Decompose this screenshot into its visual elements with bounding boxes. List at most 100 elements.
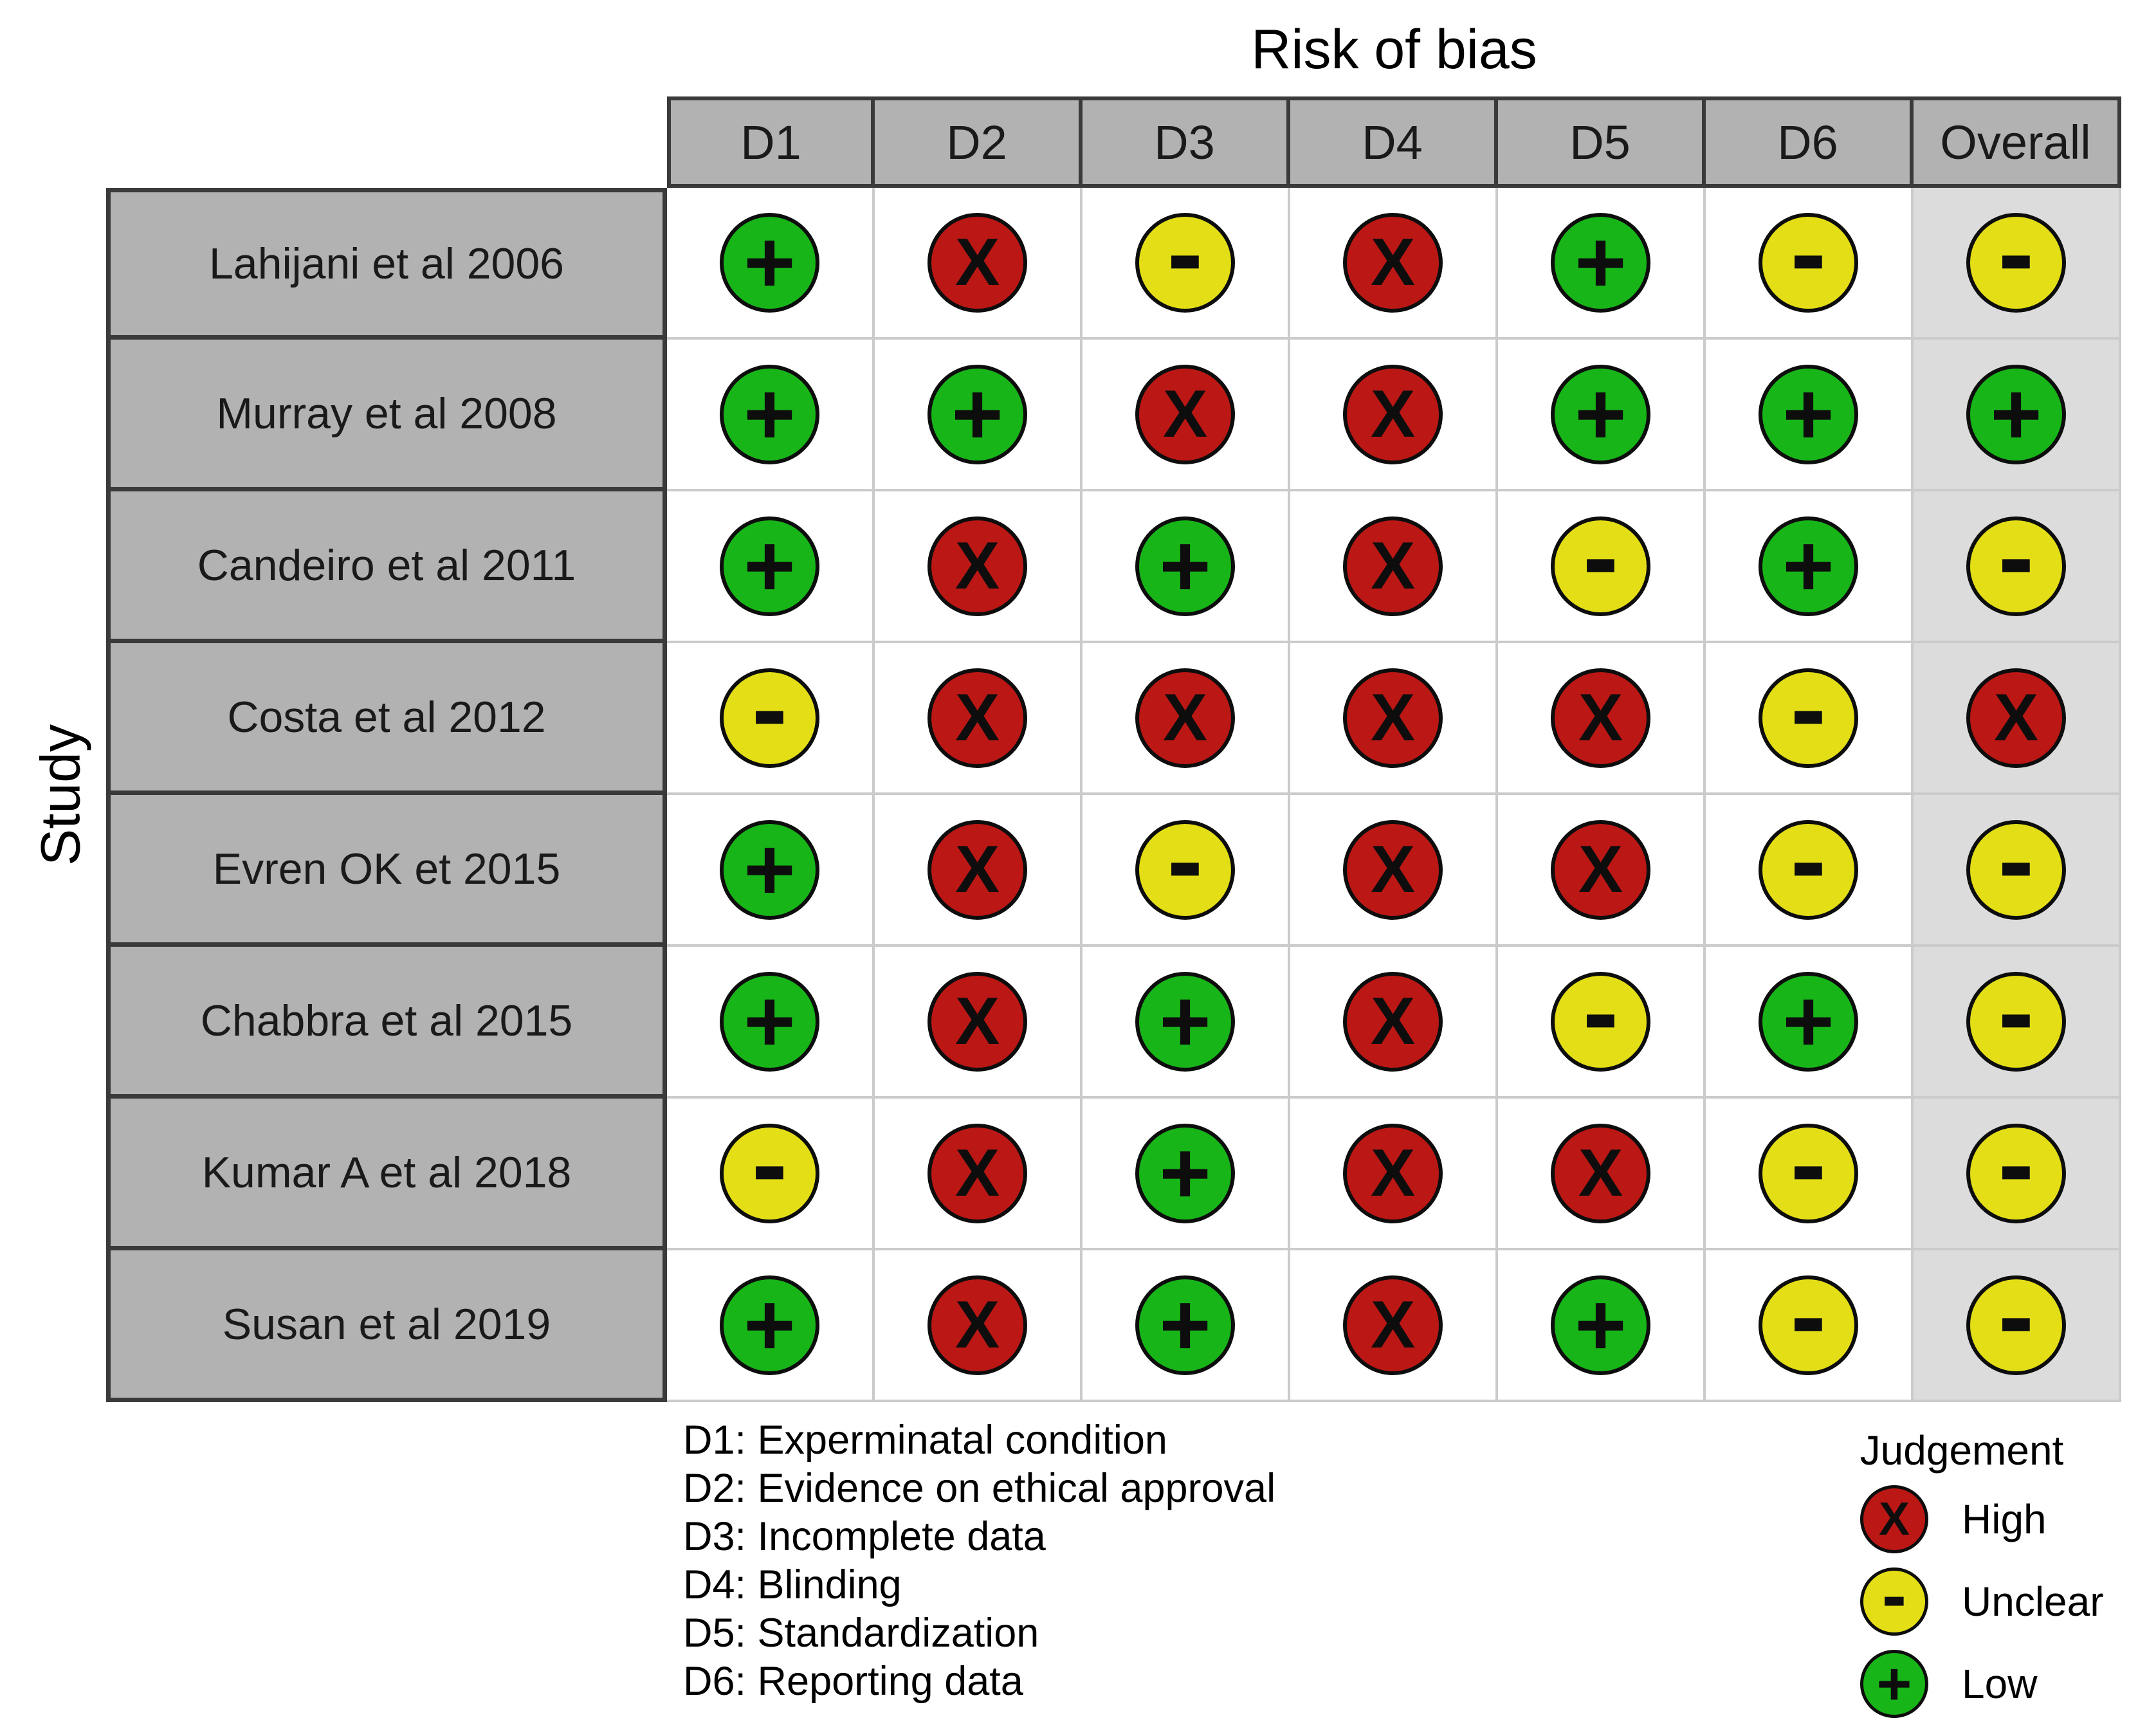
unclear-risk-circle: - [1759,1110,1858,1223]
high-symbol-icon: X [1370,377,1416,452]
judgement-cell: + [667,1250,875,1402]
study-label: Chabbra et al 2015 [106,947,667,1099]
low-risk-circle: + [1551,1275,1650,1375]
judgement-cell: X [1498,1099,1706,1250]
legend-item-label: Unclear [1962,1578,2104,1625]
high-symbol-icon: X [1370,529,1416,603]
judgement-cell: + [1498,1250,1706,1402]
high-symbol-icon: X [955,1136,1000,1211]
judgement-cell: + [667,188,875,340]
judgement-cell: - [667,643,875,795]
judgement-cell: - [1083,188,1290,340]
judgement-cell: + [667,491,875,643]
high-risk-circle: X [1343,364,1443,464]
high-symbol-icon: X [955,225,1000,300]
judgement-cell: - [1914,1099,2121,1250]
judgement-cell: - [1914,491,2121,643]
study-label: Evren OK et 2015 [106,795,667,947]
high-risk-circle: X [1135,668,1235,768]
judgement-cell: + [1706,947,1914,1099]
high-symbol-icon: X [955,1288,1000,1362]
high-symbol-icon: X [955,529,1000,603]
low-risk-circle: + [720,212,819,313]
study-axis-label: Study [30,724,92,866]
unclear-risk-circle: - [1966,806,2066,920]
low-symbol-icon: + [1159,1275,1211,1375]
unclear-risk-circle: - [1759,654,1858,768]
unclear-symbol-icon: - [751,647,788,769]
judgement-cell: + [667,795,875,947]
unclear-symbol-icon: - [1881,1553,1907,1637]
domain-footnotes: D1: Experminatal condition D2: Evidence o… [683,1416,1275,1706]
judgement-cell: + [1083,491,1290,643]
low-risk-circle: + [1860,1650,1928,1718]
unclear-risk-circle: - [1966,1110,2066,1223]
low-risk-circle: + [1759,971,1858,1072]
low-symbol-icon: + [744,213,796,312]
high-symbol-icon: X [1578,832,1623,907]
low-risk-circle: + [720,971,819,1072]
judgement-cell: X [875,643,1083,795]
low-symbol-icon: + [1990,365,2042,464]
table-corner-spacer [106,96,667,188]
high-symbol-icon: X [1578,1136,1623,1211]
risk-of-bias-table: D1 D2 D3 D4 D5 D6 Overall Lahijani et al 2006 + X… [106,96,2121,1402]
high-risk-circle: X [1860,1485,1928,1553]
low-symbol-icon: + [1876,1650,1912,1717]
column-header-d5: D5 [1498,96,1706,188]
unclear-risk-circle: - [720,654,819,768]
high-symbol-icon: X [1370,832,1416,907]
judgement-cell: + [1706,340,1914,491]
study-label: Candeiro et al 2011 [106,491,667,643]
judgement-legend: Judgement X High - Unclear + Low [1782,1423,2129,1725]
low-risk-circle: + [1135,1275,1235,1375]
judgement-cell: - [1498,491,1706,643]
low-symbol-icon: + [744,516,796,616]
high-risk-circle: X [927,1275,1027,1375]
judgement-cell: + [875,340,1083,491]
study-label: Kumar A et al 2018 [106,1099,667,1250]
unclear-symbol-icon: - [1998,192,2034,313]
high-symbol-icon: X [1878,1494,1910,1545]
study-label: Susan et al 2019 [106,1250,667,1402]
unclear-risk-circle: - [1966,958,2066,1072]
unclear-symbol-icon: - [1790,1254,1827,1376]
judgement-cell: - [1083,795,1290,947]
judgement-cell: X [1290,1250,1498,1402]
low-symbol-icon: + [744,972,796,1071]
domain-footnote-line: D4: Blinding [683,1562,902,1607]
high-symbol-icon: X [1370,681,1416,755]
judgement-cell: X [1914,643,2121,795]
unclear-risk-circle: - [1135,806,1235,920]
high-risk-circle: X [1966,668,2066,768]
unclear-risk-circle: - [1966,199,2066,313]
low-risk-circle: + [1759,516,1858,616]
high-risk-circle: X [1343,819,1443,920]
high-risk-circle: X [927,819,1027,920]
judgement-cell: - [1706,1250,1914,1402]
judgement-cell: + [1083,1099,1290,1250]
legend-item-low: + Low [1782,1643,2129,1725]
unclear-symbol-icon: - [1790,647,1827,769]
column-header-overall: Overall [1914,96,2121,188]
judgement-cell: X [875,1099,1083,1250]
judgement-cell: X [875,1250,1083,1402]
legend-item-label: High [1962,1496,2047,1542]
low-risk-circle: + [1551,364,1650,464]
judgement-cell: - [1914,795,2121,947]
low-symbol-icon: + [1159,516,1211,616]
unclear-risk-circle: - [1966,1261,2066,1375]
study-label: Lahijani et al 2006 [106,188,667,340]
unclear-symbol-icon: - [1790,192,1827,313]
low-risk-circle: + [1135,1123,1235,1223]
high-risk-circle: X [927,516,1027,616]
unclear-risk-circle: - [1551,958,1650,1072]
high-symbol-icon: X [955,832,1000,907]
low-risk-circle: + [1759,364,1858,464]
high-symbol-icon: X [1162,377,1208,452]
judgement-cell: - [1914,1250,2121,1402]
high-risk-circle: X [1343,668,1443,768]
judgement-cell: X [875,795,1083,947]
low-symbol-icon: + [1782,516,1834,616]
